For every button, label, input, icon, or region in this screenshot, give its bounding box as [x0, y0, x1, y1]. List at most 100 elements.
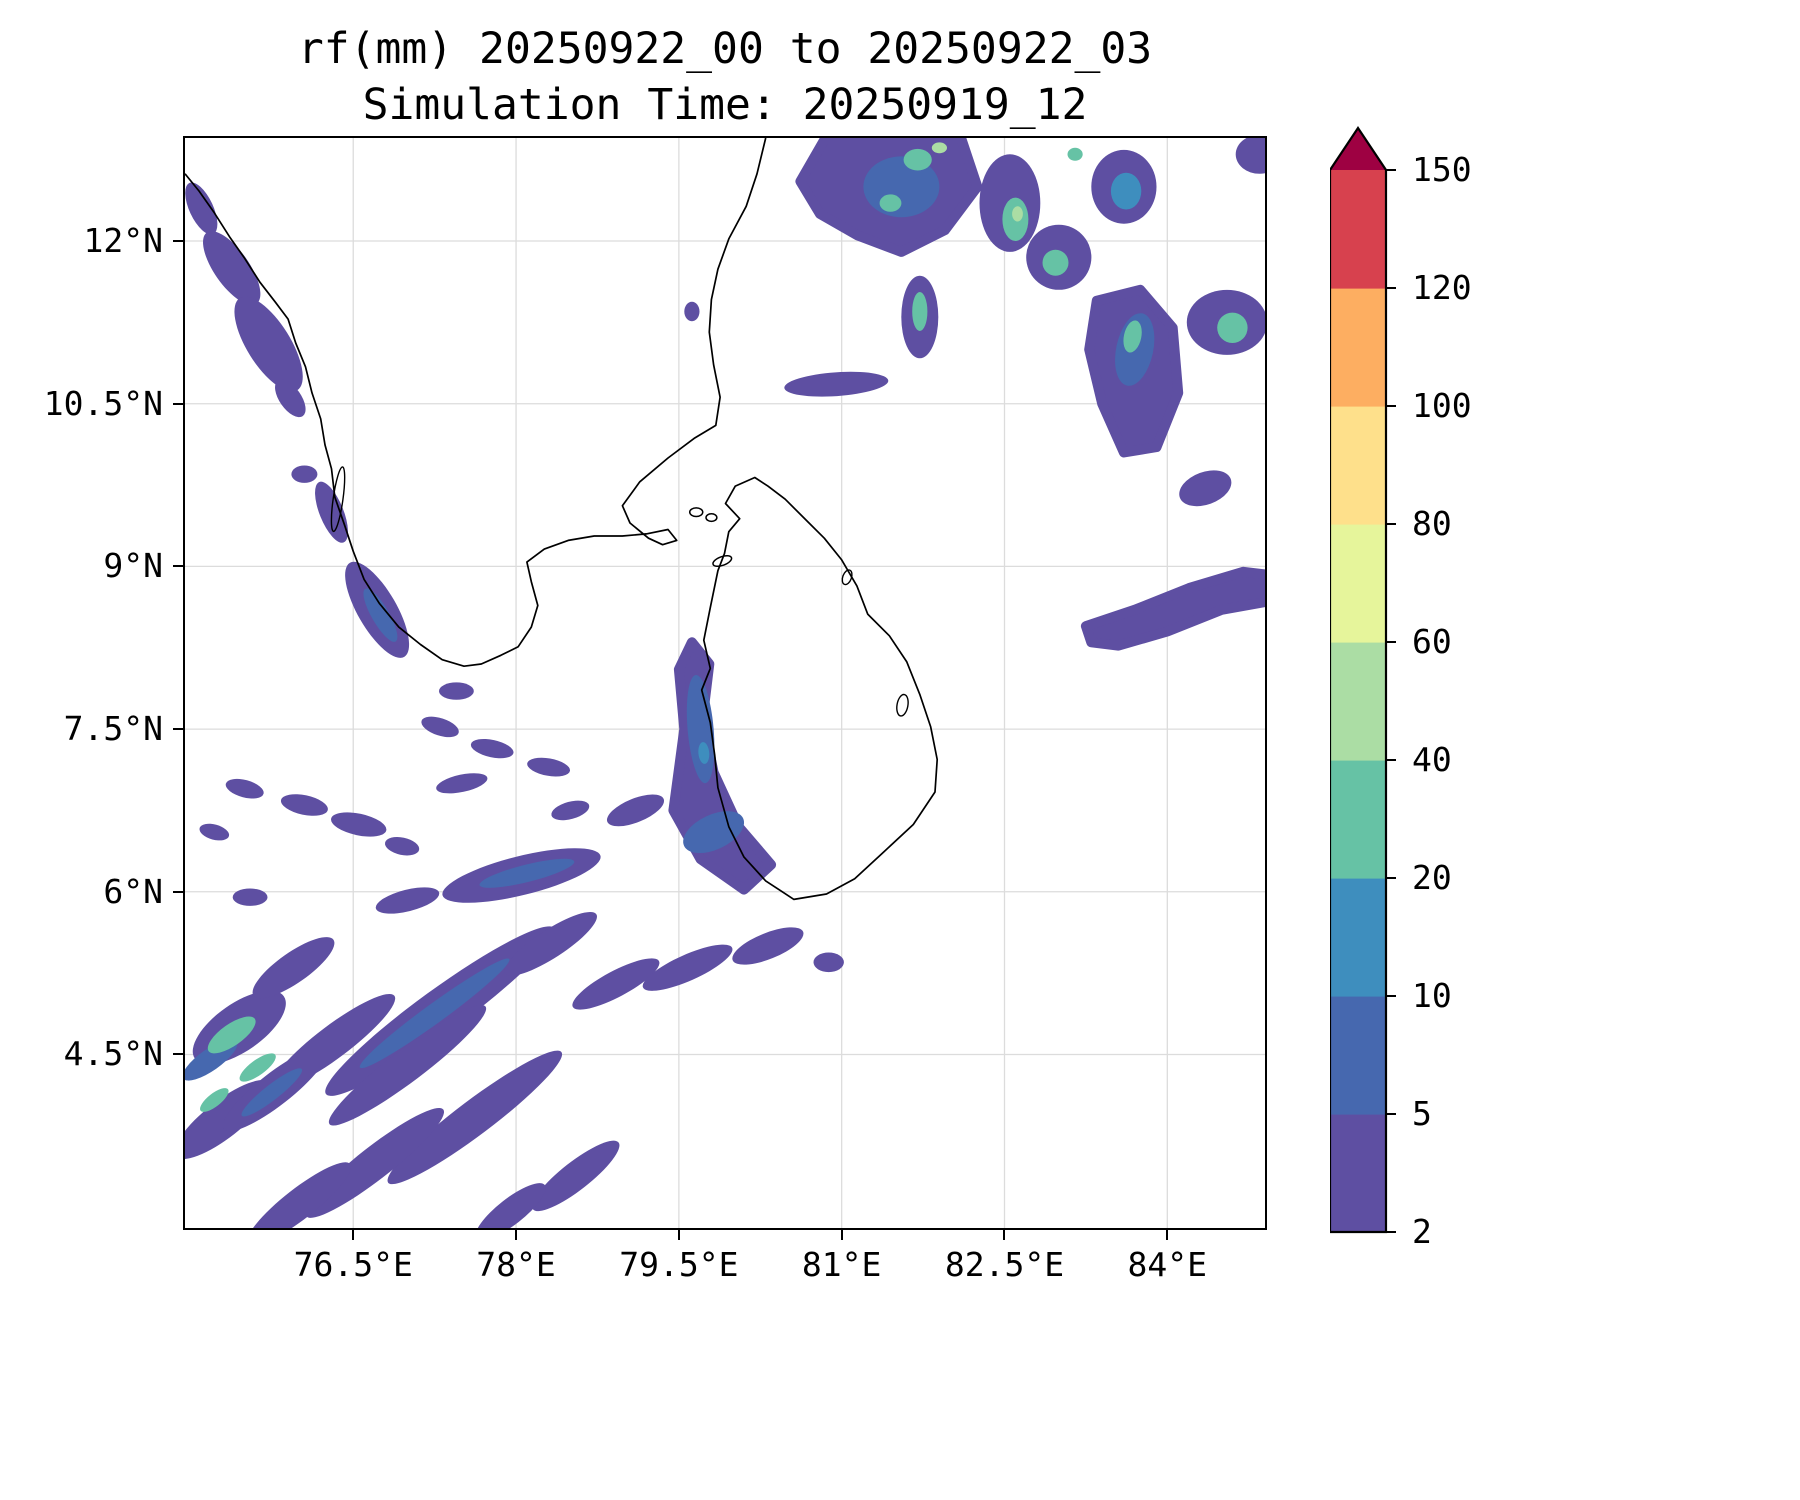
island-outline	[705, 513, 718, 523]
rain-patch	[200, 1088, 229, 1112]
rain-patch	[436, 773, 488, 794]
x-tick-label: 84°E	[1127, 1245, 1208, 1284]
rain-patch	[328, 1005, 487, 1126]
rain-patch	[572, 958, 660, 1010]
y-tick-mark	[173, 565, 183, 568]
island-outline	[688, 507, 704, 518]
colorbar-segment	[1330, 996, 1386, 1115]
rain-patch	[387, 1050, 563, 1185]
colorbar-tick-label: 100	[1412, 386, 1472, 425]
x-tick-label: 81°E	[801, 1245, 882, 1284]
rain-patch	[203, 231, 261, 306]
rain-patch	[421, 716, 459, 738]
rain-patch	[1235, 138, 1265, 174]
sri-lanka-coastline	[700, 476, 939, 901]
colorbar-tick-label: 150	[1412, 150, 1472, 189]
rain-patch	[668, 637, 777, 895]
y-tick-mark	[173, 728, 183, 731]
y-tick-label: 4.5°N	[63, 1034, 163, 1074]
rain-patch	[1067, 147, 1083, 161]
rain-patch	[784, 371, 889, 397]
colorbar-segment	[1330, 760, 1386, 879]
rain-patch	[1217, 312, 1248, 343]
y-tick-mark	[173, 402, 183, 405]
x-tick-mark	[677, 1230, 680, 1240]
rain-patch	[470, 738, 514, 759]
rain-patch	[280, 794, 328, 816]
rain-patch	[903, 148, 932, 171]
rain-patch	[331, 812, 387, 837]
island-outline	[712, 554, 733, 568]
rain-patch	[683, 811, 745, 854]
colorbar-segment	[1330, 642, 1386, 761]
figure-title: rf(mm) 20250922_00 to 20250922_03	[297, 24, 1153, 74]
rain-patch	[879, 194, 902, 212]
rain-patch	[931, 142, 948, 154]
rain-patch	[241, 1068, 303, 1117]
x-tick-mark	[352, 1230, 355, 1240]
y-tick-label: 9°N	[103, 546, 163, 586]
rain-patch	[527, 757, 571, 777]
lagoon-outline	[330, 466, 346, 533]
rain-patch	[532, 1140, 620, 1212]
rain-patch	[1110, 172, 1142, 210]
lagoon-outline	[896, 693, 909, 717]
colorbar-tick-label: 80	[1412, 504, 1452, 543]
colorbar	[1328, 126, 1400, 1242]
rain-patch	[185, 182, 218, 235]
rain-patch	[642, 944, 733, 991]
x-tick-mark	[1003, 1230, 1006, 1240]
colorbar-tick-label: 2	[1412, 1212, 1432, 1251]
rain-patch	[1012, 206, 1023, 222]
colorbar-tick-label: 5	[1412, 1094, 1432, 1133]
colorbar-tick-label: 120	[1412, 268, 1472, 307]
rain-patch	[234, 296, 303, 392]
rain-patch	[291, 465, 318, 483]
x-tick-label: 76.5°E	[293, 1245, 413, 1284]
rain-patch	[363, 588, 398, 642]
lagoon-outline	[841, 569, 853, 586]
rain-patch	[375, 887, 440, 914]
colorbar-segment	[1330, 1114, 1386, 1233]
colorbar-tick-label: 20	[1412, 858, 1452, 897]
figure-subtitle: Simulation Time: 20250919_12	[362, 80, 1088, 130]
colorbar-tick-label: 40	[1412, 740, 1452, 779]
rain-patch	[684, 301, 700, 322]
rain-patch	[246, 1162, 352, 1228]
rain-patch	[207, 1016, 256, 1054]
colorbar-segment	[1330, 406, 1386, 525]
rain-patch	[504, 911, 597, 976]
x-tick-mark	[1166, 1230, 1169, 1240]
y-tick-label: 12°N	[83, 221, 163, 261]
rain-patch	[275, 379, 306, 418]
rain-patch	[606, 794, 665, 827]
y-tick-label: 6°N	[103, 871, 163, 911]
rain-patch	[551, 800, 590, 821]
rain-patch	[698, 742, 710, 764]
rain-patch	[359, 958, 510, 1069]
rainfall-map	[185, 138, 1265, 1228]
y-tick-mark	[173, 1053, 183, 1056]
rain-patch	[813, 952, 844, 973]
colorbar-tick-label: 10	[1412, 976, 1452, 1015]
rain-patch	[1123, 320, 1142, 353]
y-tick-label: 10.5°N	[43, 383, 163, 423]
rain-patch	[225, 778, 264, 799]
colorbar-segment	[1330, 170, 1386, 289]
rain-patch	[239, 1053, 276, 1082]
map-plot-area	[183, 136, 1267, 1230]
x-tick-label: 82.5°E	[944, 1245, 1065, 1284]
colorbar-outline	[1328, 126, 1388, 1234]
rain-patch	[232, 888, 268, 906]
y-tick-mark	[173, 240, 183, 243]
rain-patch	[1080, 566, 1265, 651]
x-tick-mark	[515, 1230, 518, 1240]
colorbar-tick-label: 60	[1412, 622, 1452, 661]
x-tick-mark	[840, 1230, 843, 1240]
rain-patch	[475, 1183, 546, 1228]
y-tick-mark	[173, 890, 183, 893]
rain-patch	[1179, 470, 1232, 507]
x-tick-label: 78°E	[476, 1245, 556, 1284]
rain-patch	[912, 292, 928, 331]
